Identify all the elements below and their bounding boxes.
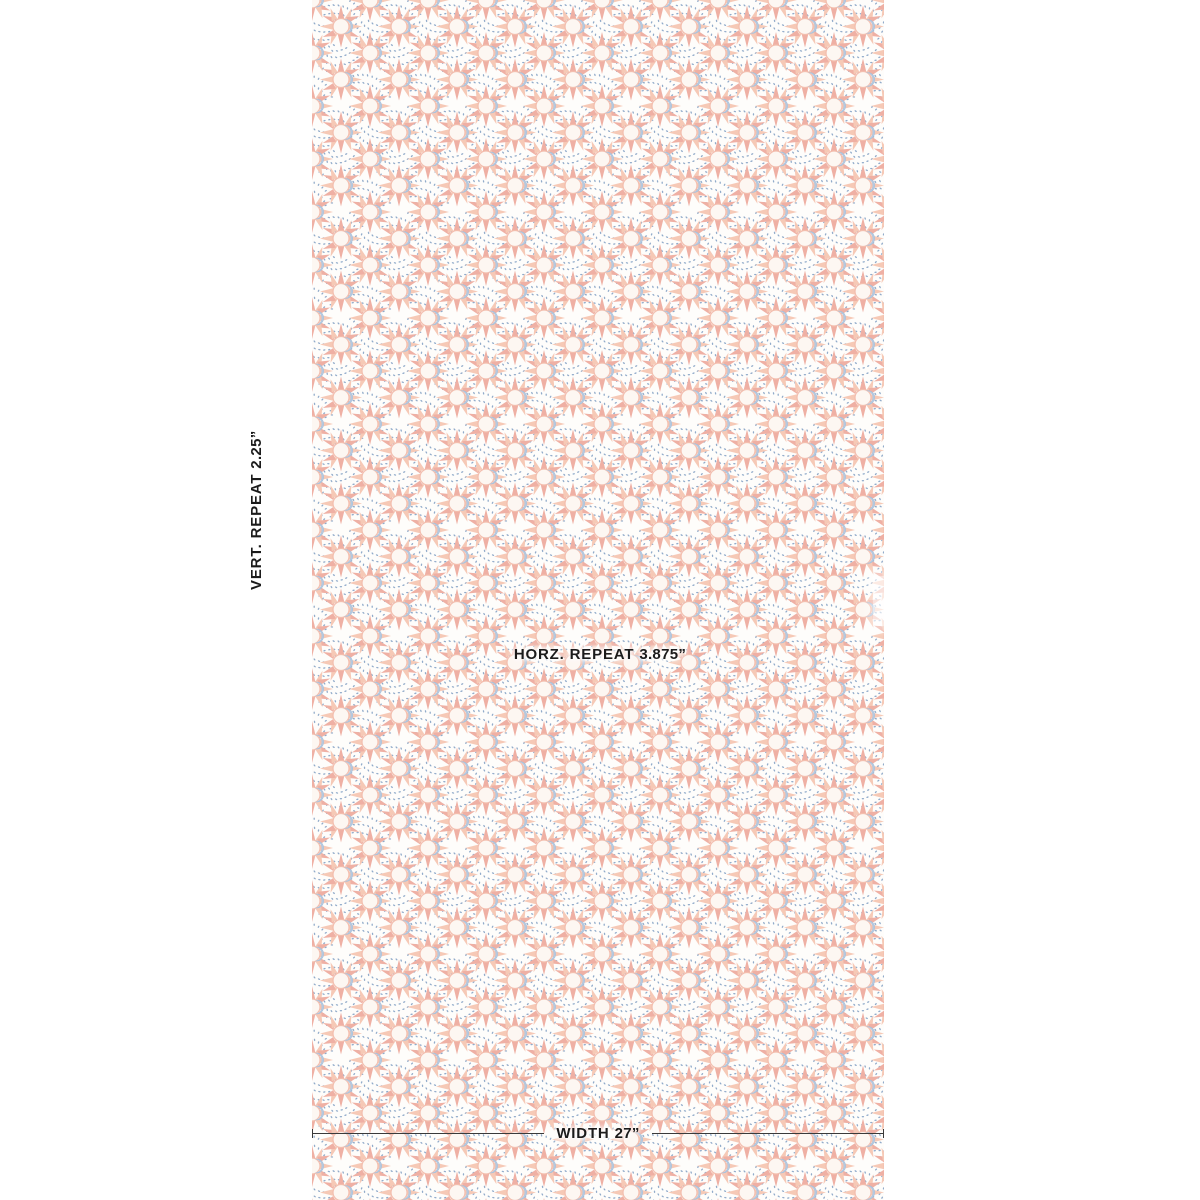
- width-value: 27”: [614, 1124, 640, 1142]
- vertical-repeat-label: VERT. REPEAT 2.25”: [0, 0, 265, 590]
- horizontal-repeat-label: HORZ. REPEAT 3.875”: [0, 646, 1200, 663]
- pattern-fill: [312, 0, 884, 1200]
- horizontal-repeat-prefix: HORZ. REPEAT: [513, 646, 635, 663]
- width-rule-left: [312, 1128, 545, 1138]
- horizontal-repeat-value: 3.875”: [639, 646, 687, 663]
- wallpaper-swatch-panel: [312, 0, 884, 1200]
- width-rule-right: [651, 1128, 885, 1138]
- width-prefix: WIDTH: [556, 1124, 610, 1142]
- width-measure-bar: WIDTH 27”: [312, 1122, 885, 1144]
- vertical-repeat-prefix: VERT. REPEAT: [248, 473, 265, 590]
- pattern-canvas: [312, 0, 884, 1200]
- vertical-repeat-value: 2.25”: [248, 430, 265, 469]
- width-label: WIDTH 27”: [544, 1125, 651, 1142]
